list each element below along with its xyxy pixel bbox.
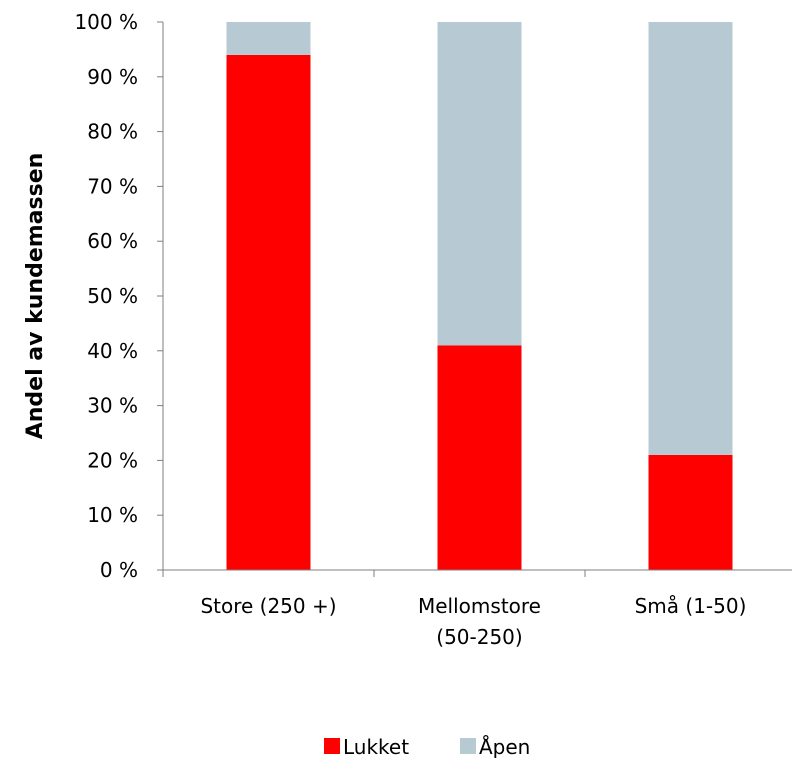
y-tick-label: 30 % [87, 394, 138, 418]
legend: Lukket Åpen [324, 735, 530, 758]
bar-apen [437, 22, 522, 346]
y-tick-label: 100 % [74, 10, 138, 34]
y-tick-label: 40 % [87, 339, 138, 363]
x-category-label: Små (1-50) [635, 594, 747, 618]
bar-lukket [226, 54, 311, 570]
bar-apen [648, 22, 733, 455]
x-category-label: (50-250) [436, 625, 522, 649]
y-tick-label: 50 % [87, 284, 138, 308]
legend-swatch-lukket [324, 738, 340, 754]
y-tick-label: 90 % [87, 65, 138, 89]
bars [226, 22, 733, 570]
y-axis-label: Andel av kundemassen [23, 153, 48, 440]
x-axis: Store (250 +) Mellomstore (50-250) Små (1-5… [162, 569, 792, 649]
y-axis: 0 % 10 % 20 % 30 % 40 % 50 % 60 % 70 % 80 % 90 % 1… [74, 10, 164, 582]
y-tick-label: 60 % [87, 229, 138, 253]
y-tick-label: 0 % [100, 558, 138, 582]
bar-apen [226, 22, 311, 55]
y-tick-label: 20 % [87, 448, 138, 472]
y-tick-label: 10 % [87, 503, 138, 527]
y-tick-label: 70 % [87, 174, 138, 198]
legend-swatch-apen [460, 738, 476, 754]
bar-lukket [437, 345, 522, 570]
legend-label-lukket: Lukket [343, 735, 409, 758]
bar-lukket [648, 454, 733, 570]
y-tick-label: 80 % [87, 120, 138, 144]
legend-label-apen: Åpen [479, 735, 530, 758]
x-category-label: Mellomstore [418, 594, 541, 618]
x-category-label: Store (250 +) [200, 594, 336, 618]
